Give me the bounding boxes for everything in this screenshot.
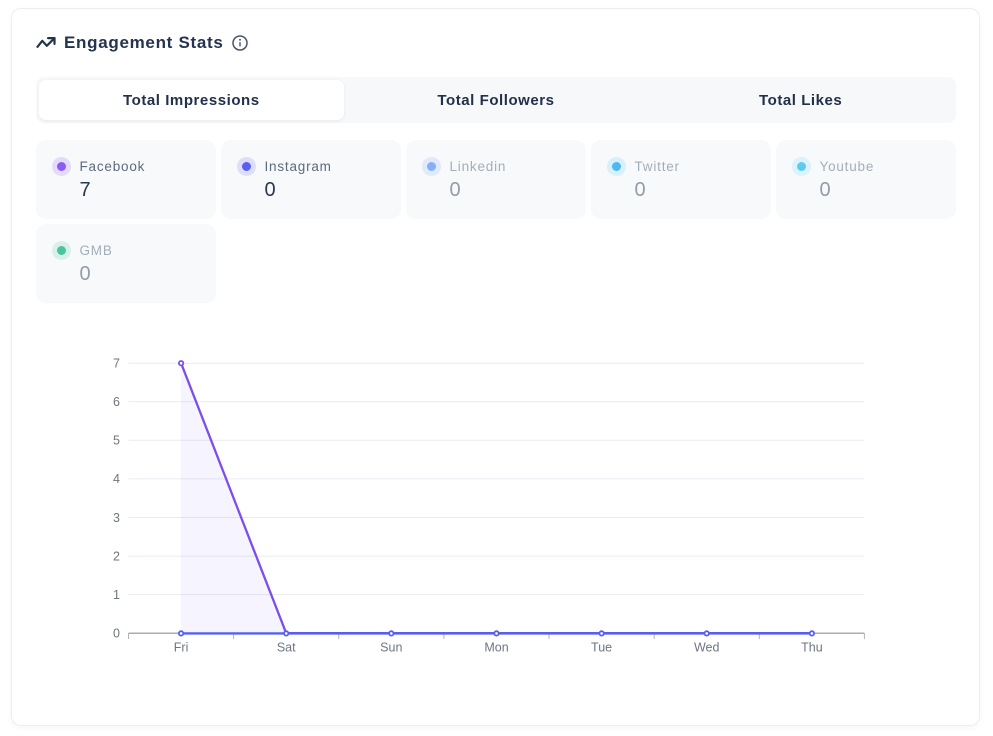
svg-text:4: 4 <box>113 472 120 486</box>
svg-text:Wed: Wed <box>694 641 720 655</box>
svg-text:0: 0 <box>113 627 120 641</box>
svg-text:Sat: Sat <box>277 641 296 655</box>
svg-text:7: 7 <box>113 357 120 371</box>
svg-text:1: 1 <box>113 588 120 602</box>
svg-text:5: 5 <box>113 434 120 448</box>
svg-text:6: 6 <box>113 395 120 409</box>
svg-text:2: 2 <box>113 549 120 563</box>
svg-text:Fri: Fri <box>174 641 189 655</box>
svg-text:Mon: Mon <box>484 641 508 655</box>
svg-text:Thu: Thu <box>801 641 823 655</box>
svg-text:3: 3 <box>113 511 120 525</box>
svg-text:Sun: Sun <box>380 641 402 655</box>
svg-text:Tue: Tue <box>591 641 612 655</box>
